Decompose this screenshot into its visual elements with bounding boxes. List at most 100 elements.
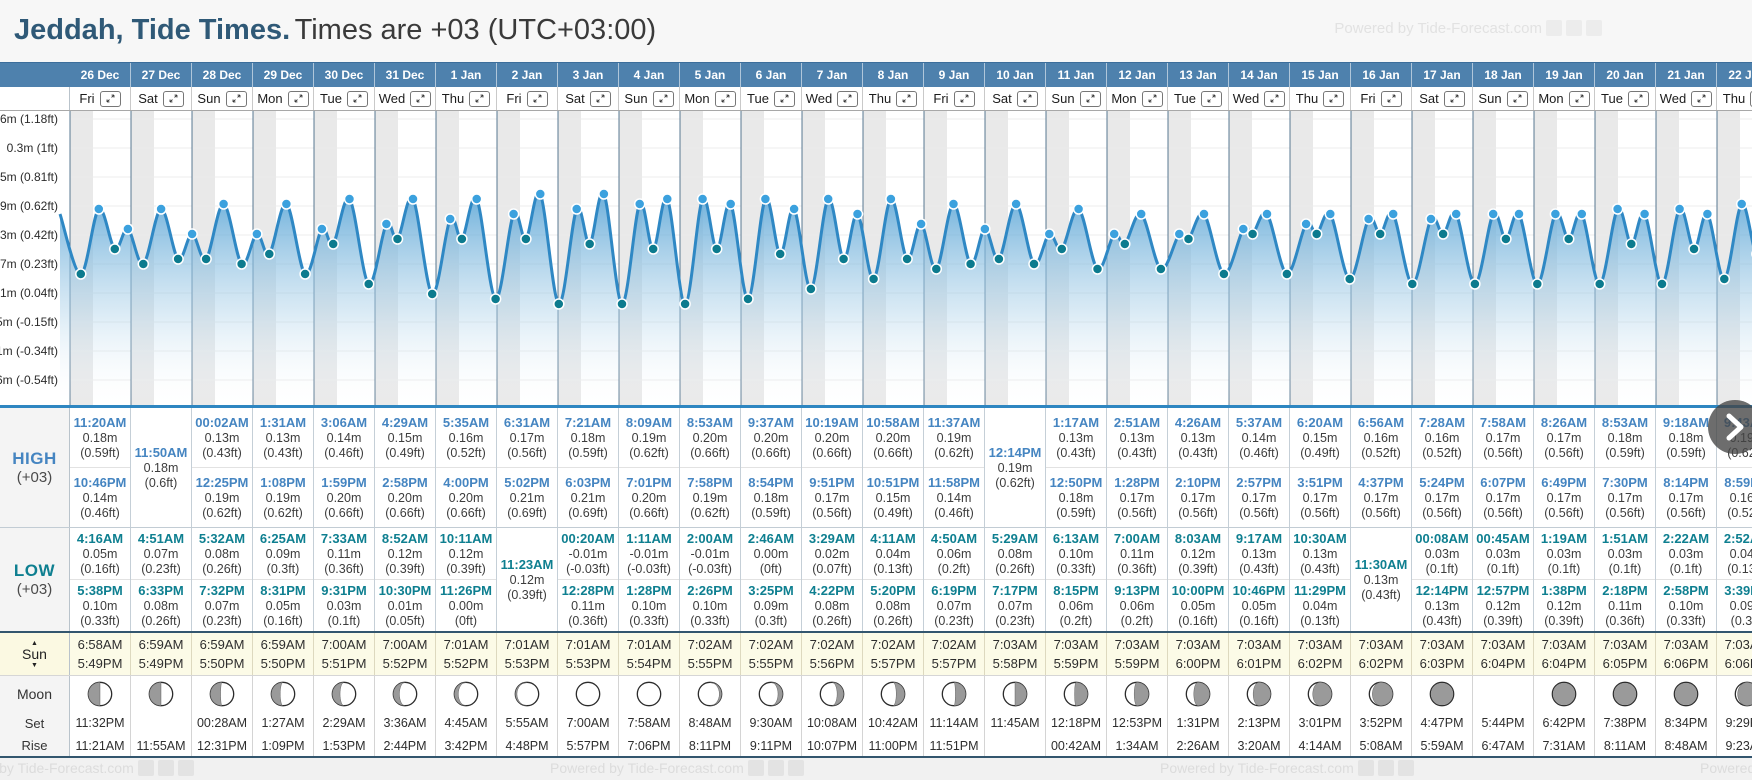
expand-button[interactable] (287, 90, 309, 107)
tide-height-m: 0.20m (631, 490, 667, 505)
tide-height-m: 0.10m (692, 598, 728, 613)
moonrise-time-cell: 8:11PM (680, 735, 741, 756)
expand-button[interactable] (896, 90, 918, 107)
tide-entry: 00:45AM 0.03m (0.1ft) (1473, 528, 1533, 579)
tide-time: 9:17AM (1235, 530, 1283, 546)
high-tide-cell: 8:53AM 0.20m (0.66ft) 7:58PM 0.19m (0.62ft) (680, 408, 741, 527)
moonrise-time-cell: 10:07PM (802, 735, 863, 756)
tide-height-m: 0.16m (1424, 430, 1460, 445)
expand-icon (353, 94, 362, 103)
sunset-time: 5:55PM (687, 656, 733, 671)
expand-button[interactable] (225, 90, 247, 107)
expand-button[interactable] (1200, 90, 1222, 107)
expand-button[interactable] (1443, 90, 1465, 107)
tide-height-ft: (0.1ft) (1486, 561, 1520, 576)
tide-time: 4:16AM (76, 530, 124, 546)
expand-button[interactable] (1506, 90, 1528, 107)
expand-button[interactable] (1323, 90, 1345, 107)
tide-entry: 2:26PM 0.10m (0.33ft) (680, 579, 740, 631)
high-tide-cell: 11:50AM 0.18m (0.6ft) (131, 408, 192, 527)
moonset-time-cell: 9:29PM (1717, 711, 1752, 735)
expand-button[interactable] (589, 90, 611, 107)
expand-button[interactable] (652, 90, 674, 107)
sunset-time: 5:57PM (870, 656, 916, 671)
expand-button[interactable] (1691, 90, 1713, 107)
tide-height-ft: (0.43ft) (1422, 613, 1462, 628)
tide-time: 6:56AM (1357, 414, 1405, 430)
low-tide-cell: 4:50AM 0.06m (0.2ft) 6:19PM 0.07m (0.23ft) (924, 528, 985, 631)
tide-height-ft: (0.36ft) (324, 561, 364, 576)
tide-entry: 11:23AM 0.12m (0.39ft) (497, 528, 557, 631)
tide-height-ft: (0.59ft) (1666, 445, 1706, 460)
expand-button[interactable] (1750, 90, 1752, 107)
expand-button[interactable] (410, 90, 432, 107)
date-cell: 21 Jan (1656, 63, 1717, 87)
date-cell: 16 Jan (1351, 63, 1412, 87)
sun-cell: 7:03AM 6:06PM (1717, 633, 1752, 675)
sun-row-toggle[interactable]: ▲ Sun ▼ (0, 633, 70, 675)
expand-button[interactable] (837, 90, 859, 107)
expand-button[interactable] (1380, 90, 1402, 107)
expand-button[interactable] (99, 90, 121, 107)
expand-button[interactable] (773, 90, 795, 107)
expand-button[interactable] (953, 90, 975, 107)
day-cell: Thu (863, 87, 924, 110)
low-tide-cell: 00:08AM 0.03m (0.1ft) 12:14PM 0.13m (0.43ft) (1412, 528, 1473, 631)
expand-button[interactable] (469, 90, 491, 107)
day-name: Tue (1601, 91, 1623, 106)
day-name: Tue (1174, 91, 1196, 106)
moonset-time-cell: 5:44PM (1473, 711, 1534, 735)
tide-entry: 8:26AM 0.17m (0.56ft) (1534, 408, 1594, 467)
tide-time: 4:37PM (1358, 474, 1404, 490)
watermark-icon (787, 760, 804, 776)
tide-height-ft: (0.52ft) (446, 445, 486, 460)
date-cell: 19 Jan (1534, 63, 1595, 87)
date-cell: 10 Jan (985, 63, 1046, 87)
expand-button[interactable] (346, 90, 368, 107)
tide-entry: 2:51AM 0.13m (0.43ft) (1107, 408, 1167, 467)
day-cell: Thu (1290, 87, 1351, 110)
tide-height-ft: (0.66ft) (324, 505, 364, 520)
scroll-next-button[interactable] (1708, 400, 1752, 454)
tide-height-m: 0.17m (1241, 490, 1277, 505)
expand-button[interactable] (162, 90, 184, 107)
expand-button[interactable] (1568, 90, 1590, 107)
tide-height-m: 0.10m (1668, 598, 1704, 613)
sunrise-time: 6:58AM (77, 637, 123, 652)
y-axis-label: -0.11m (-0.34ft) (0, 344, 58, 358)
tide-height-m: 0.08m (875, 598, 911, 613)
sun-cell: 7:02AM 5:55PM (680, 633, 741, 675)
moonrise-time-cell: 1:34AM (1107, 735, 1168, 756)
tide-height-ft: (0.1ft) (1547, 561, 1581, 576)
date-cell: 26 Dec (70, 63, 131, 87)
tide-entry: 9:51PM 0.17m (0.56ft) (802, 467, 862, 527)
expand-button[interactable] (1264, 90, 1286, 107)
tide-entry: 12:14PM 0.13m (0.43ft) (1412, 579, 1472, 631)
expand-button[interactable] (1141, 90, 1163, 107)
tide-time: 11:30AM (1354, 556, 1408, 572)
expand-button[interactable] (1079, 90, 1101, 107)
high-tide-cell: 10:58AM 0.20m (0.66ft) 10:51PM 0.15m (0.49ft) (863, 408, 924, 527)
day-cell: Sun (1046, 87, 1107, 110)
tide-entry: 1:28PM 0.10m (0.33ft) (619, 579, 679, 631)
tide-entry: 11:26PM 0.00m (0ft) (436, 579, 496, 631)
tide-height-m: 0.17m (1363, 490, 1399, 505)
tide-height-m: 0.20m (387, 490, 423, 505)
tide-entry: 11:30AM 0.13m (0.43ft) (1351, 528, 1411, 631)
moon-phase-cell (70, 676, 131, 711)
sun-cell: 7:02AM 5:56PM (802, 633, 863, 675)
moon-phase-icon (1063, 681, 1089, 706)
tide-height-m: 0.12m (1485, 598, 1521, 613)
expand-button[interactable] (1627, 90, 1649, 107)
tide-time: 2:10PM (1175, 474, 1221, 490)
expand-button[interactable] (1016, 90, 1038, 107)
sunset-time: 6:00PM (1175, 656, 1221, 671)
expand-button[interactable] (714, 90, 736, 107)
expand-button[interactable] (526, 90, 548, 107)
tide-time: 11:20AM (73, 414, 127, 430)
tide-time: 1:28PM (626, 582, 672, 598)
tide-height-ft: (0.43ft) (263, 445, 303, 460)
tide-time: 7:30PM (1602, 474, 1648, 490)
tide-height-ft: (0.33ft) (690, 613, 730, 628)
